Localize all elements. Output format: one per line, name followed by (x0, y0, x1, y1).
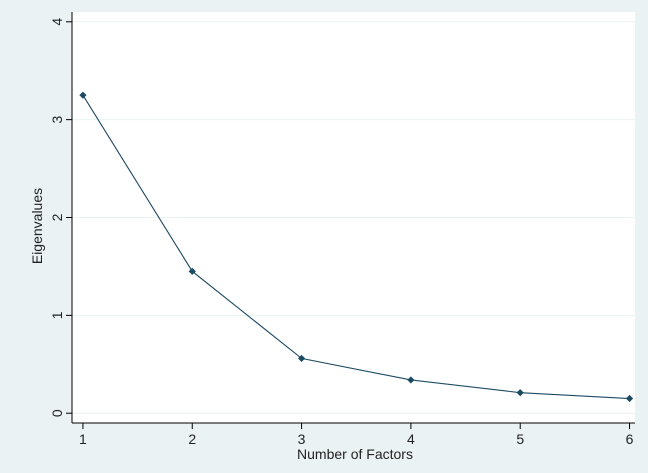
gridlines (72, 21, 635, 414)
tick-labels: 0 1 2 3 4 1 2 3 4 5 6 (49, 18, 634, 447)
x-tick-label: 4 (407, 431, 415, 447)
x-tick-label: 2 (188, 431, 196, 447)
data-point (297, 354, 306, 363)
x-tick-label: 1 (79, 431, 87, 447)
data-point (79, 91, 87, 99)
y-tick-label: 0 (49, 409, 65, 417)
data-series (79, 91, 634, 403)
y-tick-label: 4 (49, 18, 65, 26)
series-line (82, 94, 630, 400)
y-tick-label: 2 (49, 213, 65, 221)
data-point (625, 394, 634, 403)
data-point (188, 267, 196, 275)
data-point (407, 376, 415, 384)
x-tick-label: 5 (516, 431, 524, 447)
x-axis-title: Number of Factors (297, 446, 413, 462)
x-tick-label: 6 (626, 431, 634, 447)
data-point (516, 389, 524, 397)
x-tick-label: 3 (298, 431, 306, 447)
axes (66, 12, 635, 429)
y-axis-title: Eigenvalues (29, 188, 45, 264)
y-tick-label: 1 (49, 311, 65, 319)
y-tick-label: 3 (49, 116, 65, 124)
